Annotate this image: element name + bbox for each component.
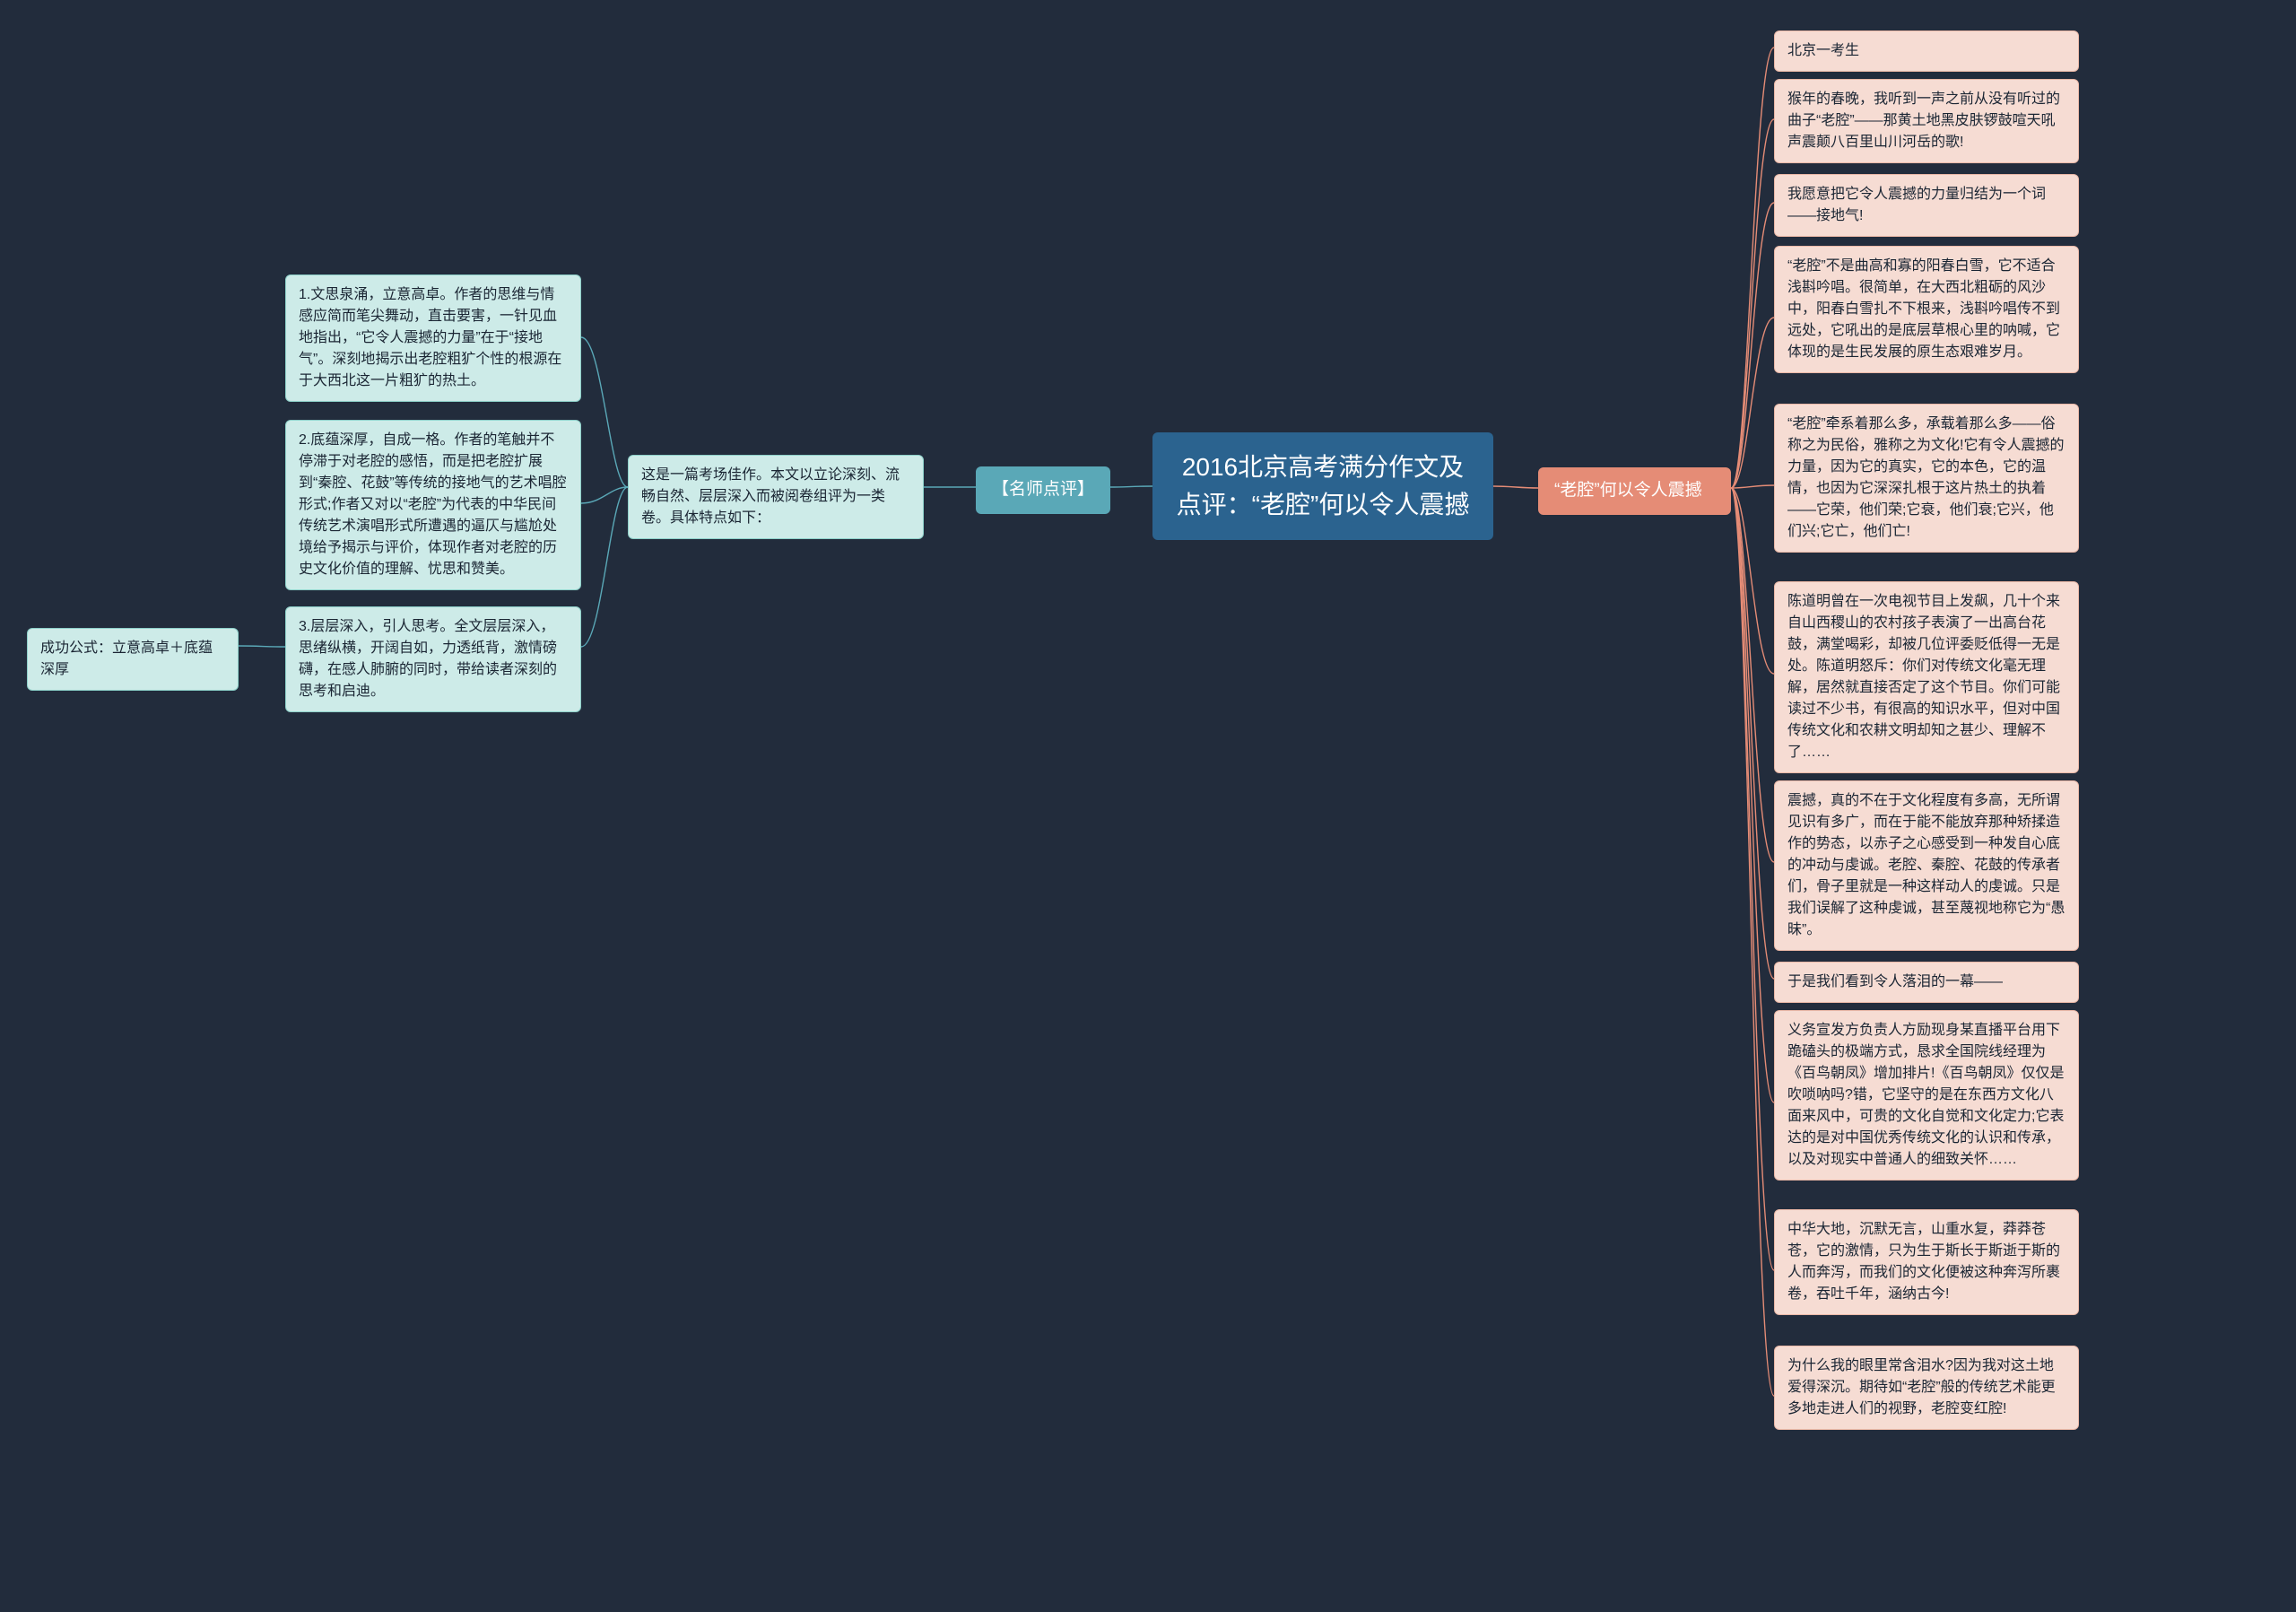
teal-point-2[interactable]: 2.底蕴深厚，自成一格。作者的笔触并不停滞于对老腔的感悟，而是把老腔扩展到“秦腔…	[285, 420, 581, 590]
left-branch-label[interactable]: 【名师点评】	[976, 466, 1110, 514]
teal-point-1[interactable]: 1.文思泉涌，立意高卓。作者的思维与情感应简而笔尖舞动，直击要害，一针见血地指出…	[285, 274, 581, 402]
teal-intro-node[interactable]: 这是一篇考场佳作。本文以立论深刻、流畅自然、层层深入而被阅卷组评为一类卷。具体特…	[628, 455, 924, 539]
right-branch-label[interactable]: “老腔”何以令人震撼	[1538, 467, 1731, 515]
pink-item-4[interactable]: “老腔”不是曲高和寡的阳春白雪，它不适合浅斟吟唱。很简单，在大西北粗砺的风沙中，…	[1774, 246, 2079, 373]
pink-item-3[interactable]: 我愿意把它令人震撼的力量归结为一个词——接地气!	[1774, 174, 2079, 237]
pink-item-5[interactable]: “老腔”牵系着那么多，承载着那么多——俗称之为民俗，雅称之为文化!它有令人震撼的…	[1774, 404, 2079, 553]
pink-item-9[interactable]: 义务宣发方负责人方励现身某直播平台用下跪磕头的极端方式，恳求全国院线经理为《百鸟…	[1774, 1010, 2079, 1181]
pink-item-2[interactable]: 猴年的春晚，我听到一声之前从没有听过的曲子“老腔”——那黄土地黑皮肤锣鼓喧天吼声…	[1774, 79, 2079, 163]
formula-text: 成功公式：立意高卓＋底蕴深厚	[40, 640, 213, 677]
left-branch-label-text: 【名师点评】	[992, 480, 1094, 499]
formula-node[interactable]: 成功公式：立意高卓＋底蕴深厚	[27, 628, 239, 691]
right-branch-label-text: “老腔”何以令人震撼	[1554, 481, 1702, 500]
teal-point-3[interactable]: 3.层层深入，引人思考。全文层层深入，思绪纵横，开阔自如，力透纸背，激情磅礴，在…	[285, 606, 581, 712]
pink-item-10[interactable]: 中华大地，沉默无言，山重水复，莽莽苍苍，它的激情，只为生于斯长于斯逝于斯的人而奔…	[1774, 1209, 2079, 1315]
pink-item-6[interactable]: 陈道明曾在一次电视节目上发飙，几十个来自山西稷山的农村孩子表演了一出高台花鼓，满…	[1774, 581, 2079, 773]
pink-item-11[interactable]: 为什么我的眼里常含泪水?因为我对这土地爱得深沉。期待如“老腔”般的传统艺术能更多…	[1774, 1346, 2079, 1430]
root-text: 2016北京高考满分作文及点评：“老腔”何以令人震撼	[1176, 449, 1470, 524]
teal-intro-text: 这是一篇考场佳作。本文以立论深刻、流畅自然、层层深入而被阅卷组评为一类卷。具体特…	[641, 465, 910, 529]
pink-item-1[interactable]: 北京一考生	[1774, 30, 2079, 72]
root-node[interactable]: 2016北京高考满分作文及点评：“老腔”何以令人震撼	[1152, 432, 1493, 540]
pink-item-8[interactable]: 于是我们看到令人落泪的一幕——	[1774, 962, 2079, 1003]
pink-item-7[interactable]: 震撼，真的不在于文化程度有多高，无所谓见识有多广，而在于能不能放弃那种矫揉造作的…	[1774, 780, 2079, 951]
